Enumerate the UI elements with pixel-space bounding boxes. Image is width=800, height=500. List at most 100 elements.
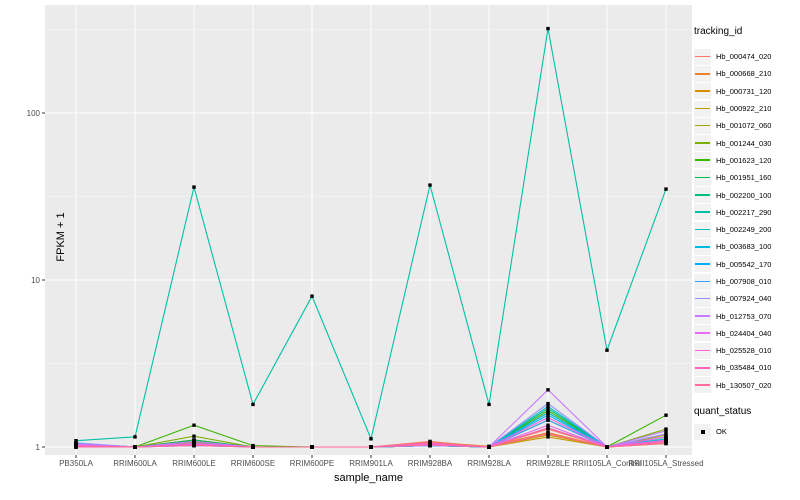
legend-line-icon	[695, 245, 710, 248]
data-point	[192, 434, 196, 438]
y-axis-title: FPKM + 1	[55, 212, 67, 262]
data-point	[605, 348, 609, 352]
legend-line-icon	[695, 194, 710, 196]
legend-label: Hb_000474_020	[716, 52, 772, 62]
data-point	[546, 388, 550, 392]
legend-title-quant-status: quant_status	[694, 405, 752, 417]
legend-line-icon	[695, 315, 710, 317]
x-tick-label: RRIM928BA	[407, 459, 453, 468]
data-point	[546, 404, 550, 409]
legend-item-Hb_025528_010: Hb_025528_010	[694, 342, 798, 359]
legend-item-Hb_000474_020: Hb_000474_020	[694, 48, 798, 65]
legend-label: Hb_001072_060	[716, 121, 772, 131]
x-tick-label: RRIM600SE	[230, 459, 276, 468]
legend-label: Hb_000668_210	[716, 69, 772, 79]
x-tick-label: RRIM600LE	[172, 459, 216, 468]
legend-label: Hb_035484_010	[716, 363, 772, 373]
panel-background	[45, 5, 692, 455]
data-point	[664, 432, 668, 436]
data-point	[546, 432, 550, 436]
data-point	[546, 26, 550, 31]
data-point	[664, 413, 668, 417]
legend-item-Hb_001072_060: Hb_001072_060	[694, 117, 798, 134]
legend-label: Hb_130507_020	[716, 380, 772, 390]
legend-item-Hb_002200_100: Hb_002200_100	[694, 186, 798, 204]
data-point	[369, 437, 373, 441]
legend-key-swatch	[694, 325, 711, 342]
legend-item-Hb_001244_030: Hb_001244_030	[694, 134, 798, 152]
legend-key-swatch	[694, 117, 711, 134]
legend-line-icon	[695, 211, 710, 213]
legend-item-Hb_003683_100: Hb_003683_100	[694, 238, 798, 255]
legend-label: Hb_007908_010	[716, 277, 772, 286]
legend-key-swatch	[694, 290, 711, 307]
data-point	[546, 418, 550, 422]
legend-key-swatch	[694, 308, 711, 325]
legend-item-Hb_000731_120: Hb_000731_120	[694, 83, 798, 100]
x-tick-label: RRIM600LA	[113, 459, 157, 468]
data-point	[546, 406, 550, 411]
legend-item-quant-ok: OK	[694, 423, 798, 440]
legend-line-icon	[695, 176, 710, 179]
legend-item-Hb_035484_010: Hb_035484_010	[694, 359, 798, 376]
data-point	[428, 443, 432, 447]
data-point	[369, 445, 373, 449]
legend: tracking_id Hb_000474_020 Hb_000668_210 Hb…	[694, 26, 798, 440]
legend-items-tracking-id: Hb_000474_020 Hb_000668_210 Hb_000731_120 H…	[694, 48, 798, 394]
data-point	[251, 402, 255, 407]
data-point	[192, 423, 196, 427]
x-tick-label: RRIM600PE	[289, 459, 335, 468]
legend-label: Hb_007924_040	[716, 294, 772, 304]
legend-line-icon	[695, 366, 710, 369]
legend-title-tracking-id: tracking_id	[694, 26, 743, 37]
x-tick-label: RRIM928LA	[467, 459, 511, 468]
data-point	[664, 429, 668, 433]
y-tick-label: 1	[35, 442, 40, 452]
legend-item-Hb_130507_020: Hb_130507_020	[694, 377, 798, 394]
legend-item-Hb_001951_160: Hb_001951_160	[694, 169, 798, 186]
data-point	[546, 411, 550, 415]
data-point	[664, 187, 668, 191]
data-point	[664, 439, 668, 444]
x-tick-label: PB350LA	[59, 459, 93, 468]
legend-item-Hb_002249_200: Hb_002249_200	[694, 221, 798, 238]
legend-item-Hb_005542_170: Hb_005542_170	[694, 256, 798, 273]
x-axis-title: sample_name	[333, 472, 404, 484]
legend-key-swatch	[694, 187, 711, 204]
legend-key-swatch	[694, 48, 711, 65]
x-tick-label: RRII105LA_Stressed	[628, 459, 704, 468]
legend-line-icon	[695, 332, 710, 334]
legend-label-quant-ok: OK	[716, 427, 727, 437]
legend-key-swatch	[694, 377, 711, 394]
data-point	[192, 443, 196, 448]
data-point	[546, 409, 550, 413]
legend-key-swatch	[694, 238, 711, 255]
data-point	[74, 444, 78, 448]
data-point	[664, 441, 668, 446]
legend-key-swatch	[694, 100, 711, 117]
data-point	[546, 413, 550, 417]
legend-item-Hb_012753_070: Hb_012753_070	[694, 307, 798, 325]
legend-key-quant-ok	[694, 423, 711, 440]
legend-key-swatch	[694, 256, 711, 273]
legend-label: Hb_025528_010	[716, 346, 772, 356]
data-point	[133, 435, 137, 439]
legend-label: Hb_001244_030	[716, 138, 772, 148]
legend-line-icon	[695, 297, 710, 300]
legend-line-icon	[695, 228, 710, 231]
legend-label: Hb_000922_210	[716, 104, 772, 114]
legend-line-icon	[695, 90, 710, 92]
legend-line-icon	[695, 349, 710, 352]
legend-line-icon	[695, 142, 710, 144]
data-point	[428, 183, 432, 187]
data-point	[133, 445, 137, 449]
data-point	[487, 445, 491, 449]
legend-item-Hb_007924_040: Hb_007924_040	[694, 290, 798, 307]
legend-key-swatch	[694, 204, 711, 221]
legend-label: Hb_012753_070	[716, 311, 772, 321]
legend-line-icon	[695, 55, 710, 58]
x-tick-label: RRIM901LA	[349, 459, 393, 468]
data-point	[546, 423, 550, 427]
